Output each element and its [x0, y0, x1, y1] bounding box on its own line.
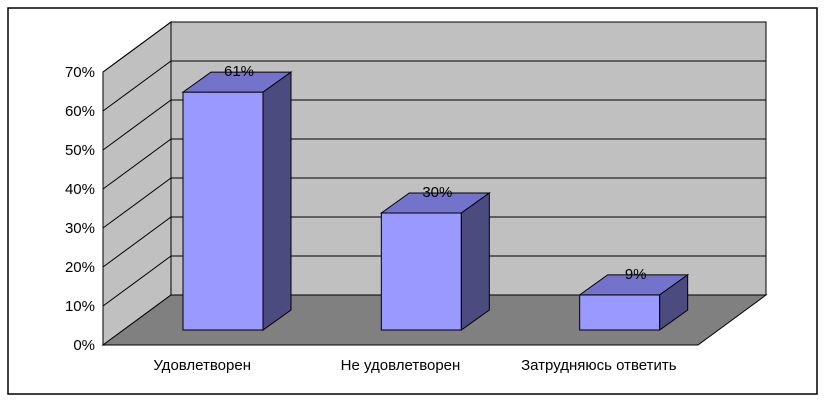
bar-side-1 — [262, 71, 292, 331]
gridline — [102, 216, 766, 268]
x-tick-label: Удовлетворен — [153, 357, 251, 374]
gridline — [102, 138, 766, 190]
bar-side-3 — [659, 273, 689, 331]
y-tick-label: 70% — [65, 64, 95, 81]
gridline — [102, 99, 766, 151]
y-tick-label: 60% — [65, 103, 95, 120]
bar-front-3 — [579, 294, 661, 331]
gridline — [102, 177, 766, 229]
bar-side-2 — [460, 192, 490, 331]
data-label: 30% — [422, 184, 452, 201]
side-wall — [102, 21, 172, 346]
data-labels: 61% 30% 9% — [224, 63, 647, 283]
y-tick-label: 10% — [65, 298, 95, 315]
y-tick-label: 0% — [73, 337, 95, 354]
gridline — [102, 60, 766, 112]
bar-front-2 — [380, 212, 462, 331]
x-axis-labels: Удовлетворен Не удовлетворен Затрудняюсь о… — [153, 357, 676, 374]
bar — [578, 273, 690, 331]
bar — [379, 192, 491, 331]
y-tick-label: 30% — [65, 220, 95, 237]
y-tick-label: 40% — [65, 181, 95, 198]
x-tick-label: Затрудняюсь ответить — [521, 357, 677, 374]
gridline — [102, 255, 766, 307]
x-tick-label: Не удовлетворен — [341, 357, 461, 374]
y-axis-ticks: 0% 10% 20% 30% 40% 50% 60% 70% — [65, 64, 95, 354]
bars — [181, 71, 690, 331]
bar — [181, 71, 293, 331]
data-label: 61% — [224, 63, 254, 80]
bar-front-1 — [182, 91, 264, 331]
gridline — [102, 21, 766, 73]
y-tick-label: 50% — [65, 142, 95, 159]
y-tick-label: 20% — [65, 259, 95, 276]
data-label: 9% — [625, 266, 647, 283]
gridlines — [102, 21, 766, 307]
